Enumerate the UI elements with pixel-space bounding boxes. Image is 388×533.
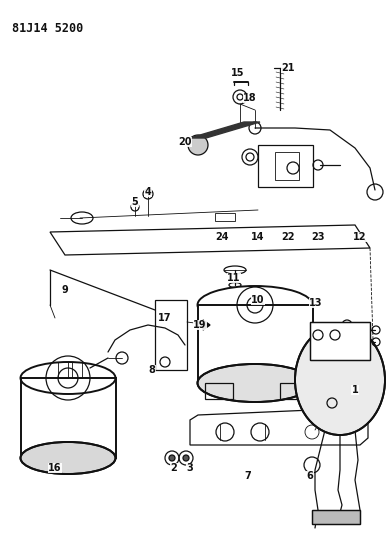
Text: 81J14 5200: 81J14 5200 bbox=[12, 22, 83, 35]
Bar bbox=[310, 322, 370, 360]
Polygon shape bbox=[190, 122, 260, 138]
Ellipse shape bbox=[197, 286, 312, 324]
Bar bbox=[275, 152, 299, 180]
Text: 11: 11 bbox=[227, 273, 241, 283]
Bar bbox=[310, 322, 370, 360]
Text: 6: 6 bbox=[307, 471, 314, 481]
Text: 21: 21 bbox=[281, 63, 295, 73]
Text: 22: 22 bbox=[281, 232, 295, 242]
Text: 20: 20 bbox=[178, 137, 192, 147]
Text: 23: 23 bbox=[311, 232, 325, 242]
Bar bbox=[312, 510, 360, 524]
Bar bbox=[155, 300, 187, 370]
Circle shape bbox=[169, 455, 175, 461]
Bar bbox=[258, 145, 313, 187]
Text: 10: 10 bbox=[251, 295, 265, 305]
Text: 14: 14 bbox=[251, 232, 265, 242]
Bar bbox=[21, 378, 116, 458]
Ellipse shape bbox=[197, 364, 312, 402]
Bar bbox=[72, 362, 82, 378]
Ellipse shape bbox=[295, 325, 385, 435]
Text: 5: 5 bbox=[132, 197, 139, 207]
Bar bbox=[198, 305, 313, 383]
Text: 17: 17 bbox=[158, 313, 172, 323]
Text: 16: 16 bbox=[48, 463, 62, 473]
Text: 4: 4 bbox=[145, 187, 151, 197]
Text: 8: 8 bbox=[149, 365, 156, 375]
Bar bbox=[312, 510, 360, 524]
Text: 2: 2 bbox=[171, 463, 177, 473]
Text: 1: 1 bbox=[352, 385, 359, 395]
Text: 9: 9 bbox=[62, 285, 68, 295]
Text: 7: 7 bbox=[244, 471, 251, 481]
Text: 24: 24 bbox=[215, 232, 229, 242]
Circle shape bbox=[183, 455, 189, 461]
Circle shape bbox=[188, 135, 208, 155]
Bar bbox=[215, 213, 235, 221]
Text: 18: 18 bbox=[243, 93, 257, 103]
Text: 19: 19 bbox=[193, 320, 207, 330]
Text: 15: 15 bbox=[231, 68, 245, 78]
Bar bbox=[248, 290, 262, 312]
Polygon shape bbox=[203, 320, 210, 330]
Bar bbox=[205, 383, 233, 399]
Bar bbox=[58, 362, 68, 378]
Bar bbox=[280, 383, 308, 399]
Text: 12: 12 bbox=[353, 232, 367, 242]
Text: 3: 3 bbox=[187, 463, 193, 473]
Ellipse shape bbox=[21, 442, 116, 474]
Text: 13: 13 bbox=[309, 298, 323, 308]
